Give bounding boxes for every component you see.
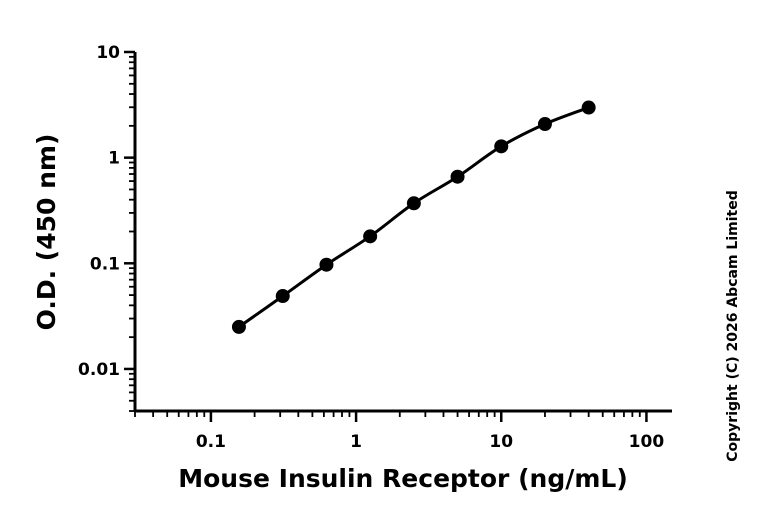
y-tick-label: 1	[108, 149, 120, 169]
fit-curve	[238, 106, 590, 329]
data-point	[406, 196, 421, 211]
data-point	[363, 229, 378, 244]
data-point	[581, 100, 596, 115]
copyright-text: Copyright (C) 2026 Abcam Limited	[725, 190, 741, 461]
data-point	[494, 139, 509, 154]
x-axis: 0.1 1 10 100	[134, 409, 672, 452]
y-tick-label: 0.1	[90, 254, 120, 274]
x-tick-label: 0.1	[196, 432, 226, 452]
data-point	[450, 169, 465, 184]
y-axis-title: O.D. (450 nm)	[32, 134, 61, 331]
data-points	[231, 100, 596, 334]
y-tick-label: 10	[96, 43, 120, 63]
x-tick-label: 1	[350, 432, 362, 452]
data-point	[537, 117, 552, 132]
y-axis: 0.01 0.1 1 10	[78, 43, 137, 412]
x-tick-label: 10	[489, 432, 513, 452]
x-tick-label: 100	[629, 432, 665, 452]
data-point	[231, 319, 246, 334]
data-point	[319, 257, 334, 272]
data-point	[275, 289, 290, 304]
x-axis-title: Mouse Insulin Receptor (ng/mL)	[178, 464, 628, 493]
y-tick-label: 0.01	[78, 360, 120, 380]
